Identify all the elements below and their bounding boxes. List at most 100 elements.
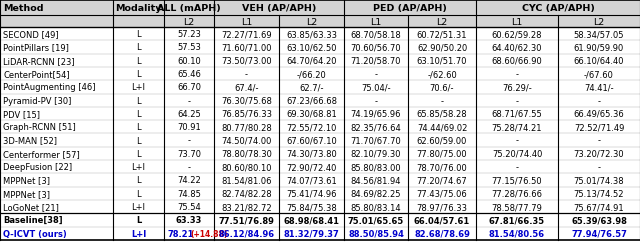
Text: LoGoNet [21]: LoGoNet [21] (3, 202, 59, 211)
Text: 80.77/80.28: 80.77/80.28 (221, 123, 272, 132)
Text: 75.13/74.52: 75.13/74.52 (573, 189, 624, 198)
Text: 74.07/73.61: 74.07/73.61 (286, 176, 337, 185)
Text: 68.98/68.41: 68.98/68.41 (284, 215, 339, 225)
Text: 78.80/78.30: 78.80/78.30 (221, 149, 272, 158)
Text: Modality: Modality (115, 4, 162, 13)
Text: Graph-RCNN [51]: Graph-RCNN [51] (3, 123, 76, 132)
Text: Q-ICVT (ours): Q-ICVT (ours) (3, 229, 67, 238)
Text: 65.85/58.28: 65.85/58.28 (417, 110, 467, 118)
Text: Method: Method (3, 4, 44, 13)
Text: L: L (136, 215, 141, 225)
Text: 72.27/71.69: 72.27/71.69 (221, 30, 272, 39)
Text: 66.49/65.36: 66.49/65.36 (573, 110, 625, 118)
Text: 63.10/62.50: 63.10/62.50 (286, 43, 337, 52)
Text: 67.81/66.35: 67.81/66.35 (489, 215, 545, 225)
Text: 81.54/81.06: 81.54/81.06 (221, 176, 272, 185)
Text: 64.25: 64.25 (177, 110, 201, 118)
Text: 71.20/58.70: 71.20/58.70 (351, 56, 401, 66)
Text: PDV [15]: PDV [15] (3, 110, 40, 118)
Text: 73.70: 73.70 (177, 149, 201, 158)
Text: L: L (136, 70, 141, 79)
Text: 81.54/80.56: 81.54/80.56 (489, 229, 545, 238)
Text: 72.52/71.49: 72.52/71.49 (574, 123, 624, 132)
Text: 74.41/-: 74.41/- (584, 83, 614, 92)
Text: L: L (136, 136, 141, 145)
Text: 78.70/76.00: 78.70/76.00 (417, 163, 467, 171)
Text: 70.60/56.70: 70.60/56.70 (351, 43, 401, 52)
Text: 82.35/76.64: 82.35/76.64 (351, 123, 401, 132)
Text: -: - (188, 136, 191, 145)
Text: 83.21/82.72: 83.21/82.72 (221, 202, 272, 211)
Text: 3D-MAN [52]: 3D-MAN [52] (3, 136, 57, 145)
Text: 75.04/-: 75.04/- (361, 83, 391, 92)
Text: 70.91: 70.91 (177, 123, 201, 132)
Text: 60.72/51.31: 60.72/51.31 (417, 30, 467, 39)
Text: 76.29/-: 76.29/- (502, 83, 532, 92)
Text: -/66.20: -/66.20 (296, 70, 326, 79)
Text: 74.44/69.02: 74.44/69.02 (417, 123, 467, 132)
Text: 75.01/65.65: 75.01/65.65 (348, 215, 404, 225)
Text: 65.39/63.98: 65.39/63.98 (571, 215, 627, 225)
Text: 71.70/67.70: 71.70/67.70 (351, 136, 401, 145)
Text: -: - (515, 163, 518, 171)
Text: 66.04/57.61: 66.04/57.61 (414, 215, 470, 225)
Text: PointAugmenting [46]: PointAugmenting [46] (3, 83, 95, 92)
Text: L: L (136, 149, 141, 158)
Text: PED (AP/APH): PED (AP/APH) (373, 4, 447, 13)
Text: (+14.88): (+14.88) (190, 229, 227, 238)
Text: L2: L2 (593, 17, 605, 26)
Text: L2: L2 (306, 17, 317, 26)
Text: L1: L1 (511, 17, 523, 26)
Text: 67.23/66.68: 67.23/66.68 (286, 96, 337, 105)
Text: 84.69/82.25: 84.69/82.25 (351, 189, 401, 198)
Text: 77.28/76.66: 77.28/76.66 (492, 189, 543, 198)
Text: -: - (188, 163, 191, 171)
Text: 67.4/-: 67.4/- (234, 83, 259, 92)
Text: 78.97/76.33: 78.97/76.33 (417, 202, 467, 211)
Text: 86.12/84.96: 86.12/84.96 (218, 229, 275, 238)
Text: Baseline[38]: Baseline[38] (3, 215, 63, 225)
Text: Pyramid-PV [30]: Pyramid-PV [30] (3, 96, 72, 105)
Text: 74.22: 74.22 (177, 176, 201, 185)
Text: 72.55/72.10: 72.55/72.10 (286, 123, 337, 132)
Text: -/67.60: -/67.60 (584, 70, 614, 79)
Text: 62.60/59.00: 62.60/59.00 (417, 136, 467, 145)
Text: 75.54: 75.54 (177, 202, 201, 211)
Text: CenterPoint[54]: CenterPoint[54] (3, 70, 70, 79)
Text: 78.21: 78.21 (167, 229, 193, 238)
Text: ALL (mAPH): ALL (mAPH) (157, 4, 221, 13)
Text: 85.80/83.14: 85.80/83.14 (351, 202, 401, 211)
Text: 75.41/74.96: 75.41/74.96 (286, 189, 337, 198)
Text: 63.85/63.33: 63.85/63.33 (286, 30, 337, 39)
Text: -: - (440, 96, 444, 105)
Text: 76.30/75.68: 76.30/75.68 (221, 96, 272, 105)
Text: L: L (136, 96, 141, 105)
Text: L: L (136, 123, 141, 132)
Text: 82.74/82.28: 82.74/82.28 (221, 189, 272, 198)
Text: -: - (245, 70, 248, 79)
Text: 63.10/51.70: 63.10/51.70 (417, 56, 467, 66)
Text: 60.10: 60.10 (177, 56, 201, 66)
Text: 80.60/80.10: 80.60/80.10 (221, 163, 272, 171)
Text: 84.56/81.94: 84.56/81.94 (351, 176, 401, 185)
Text: 70.6/-: 70.6/- (429, 83, 454, 92)
Text: 85.80/83.00: 85.80/83.00 (351, 163, 401, 171)
Text: 67.60/67.10: 67.60/67.10 (286, 136, 337, 145)
Text: VEH (AP/APH): VEH (AP/APH) (242, 4, 316, 13)
Text: 74.30/73.80: 74.30/73.80 (286, 149, 337, 158)
Text: L+I: L+I (131, 83, 145, 92)
Text: 77.94/76.57: 77.94/76.57 (571, 229, 627, 238)
Text: 61.90/59.90: 61.90/59.90 (574, 43, 624, 52)
Text: L1: L1 (241, 17, 252, 26)
Text: L: L (136, 176, 141, 185)
Text: -: - (598, 96, 600, 105)
Text: 81.32/79.37: 81.32/79.37 (284, 229, 339, 238)
Text: MPPNet [3]: MPPNet [3] (3, 189, 50, 198)
Text: 88.50/85.94: 88.50/85.94 (348, 229, 404, 238)
Text: 75.84/75.38: 75.84/75.38 (286, 202, 337, 211)
Text: 76.85/76.33: 76.85/76.33 (221, 110, 272, 118)
Text: 73.20/72.30: 73.20/72.30 (573, 149, 624, 158)
Text: PointPillars [19]: PointPillars [19] (3, 43, 69, 52)
Text: 73.50/73.00: 73.50/73.00 (221, 56, 272, 66)
Text: 68.70/58.18: 68.70/58.18 (351, 30, 401, 39)
